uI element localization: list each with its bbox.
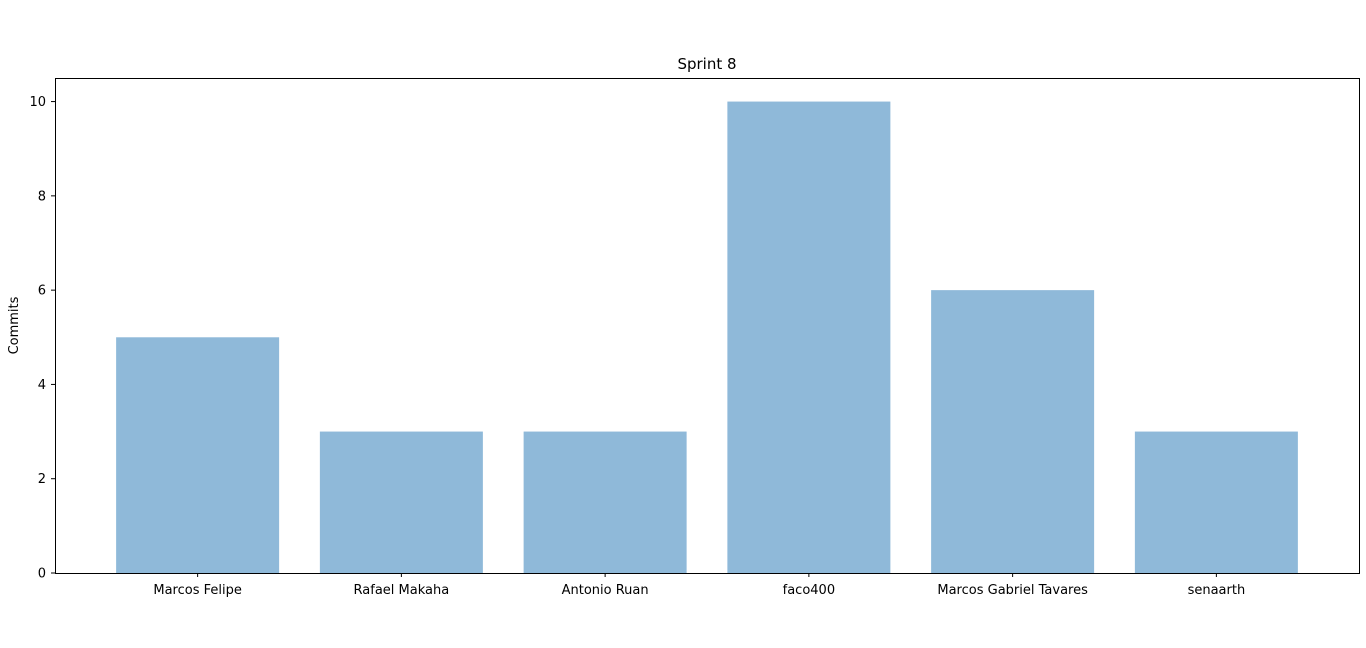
x-tick-label: Marcos Felipe [153,583,242,598]
bar [727,101,891,574]
y-tick-label: 4 [38,378,46,393]
plot-frame [55,78,1360,574]
y-tick-label: 6 [38,284,46,299]
bar [1134,431,1298,573]
x-tick-label: senaarth [1188,583,1246,598]
bar [116,337,280,573]
chart-title: Sprint 8 [677,55,736,73]
y-axis-label: Commits [7,296,22,354]
x-tick-label: Rafael Makaha [354,583,450,598]
bar [931,290,1095,573]
y-tick-label: 0 [38,567,46,582]
x-axis: Marcos Felipe Rafael Makaha Antonio Ruan fa… [153,573,1245,598]
y-tick-label: 8 [38,189,46,204]
x-tick-label: Antonio Ruan [562,583,649,598]
x-tick-label: faco400 [783,583,835,598]
x-tick-label: Marcos Gabriel Tavares [937,583,1088,598]
bar [523,431,687,573]
bar [319,431,483,573]
bars-layer [116,101,1298,574]
y-tick-label: 2 [38,472,46,487]
y-tick-label: 10 [29,95,46,110]
y-axis: 0 2 4 6 8 10 [29,95,55,582]
